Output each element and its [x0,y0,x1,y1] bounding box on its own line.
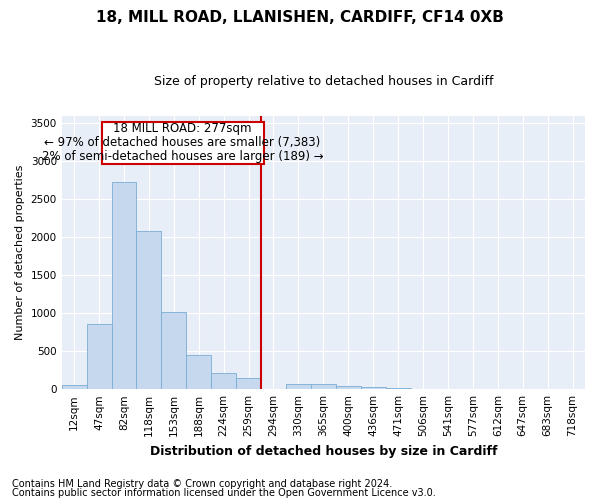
Text: ← 97% of detached houses are smaller (7,383): ← 97% of detached houses are smaller (7,… [44,136,320,149]
Bar [286,384,311,389]
Bar [62,386,86,389]
Text: Contains public sector information licensed under the Open Government Licence v3: Contains public sector information licen… [12,488,436,498]
Bar [161,312,186,389]
Bar [361,387,386,389]
Bar [186,355,211,389]
Y-axis label: Number of detached properties: Number of detached properties [15,164,25,340]
Bar [336,386,361,389]
Text: 18, MILL ROAD, LLANISHEN, CARDIFF, CF14 0XB: 18, MILL ROAD, LLANISHEN, CARDIFF, CF14 … [96,10,504,25]
Bar [211,373,236,389]
Text: 2% of semi-detached houses are larger (189) →: 2% of semi-detached houses are larger (1… [42,150,323,163]
Text: Contains HM Land Registry data © Crown copyright and database right 2024.: Contains HM Land Registry data © Crown c… [12,479,392,489]
Bar [386,388,410,389]
Text: 18 MILL ROAD: 277sqm: 18 MILL ROAD: 277sqm [113,122,252,135]
Bar [136,232,161,389]
Bar [112,182,136,389]
X-axis label: Distribution of detached houses by size in Cardiff: Distribution of detached houses by size … [149,444,497,458]
Title: Size of property relative to detached houses in Cardiff: Size of property relative to detached ho… [154,75,493,88]
Bar [236,378,261,389]
Bar [86,324,112,389]
Bar [311,384,336,389]
FancyBboxPatch shape [101,122,263,164]
